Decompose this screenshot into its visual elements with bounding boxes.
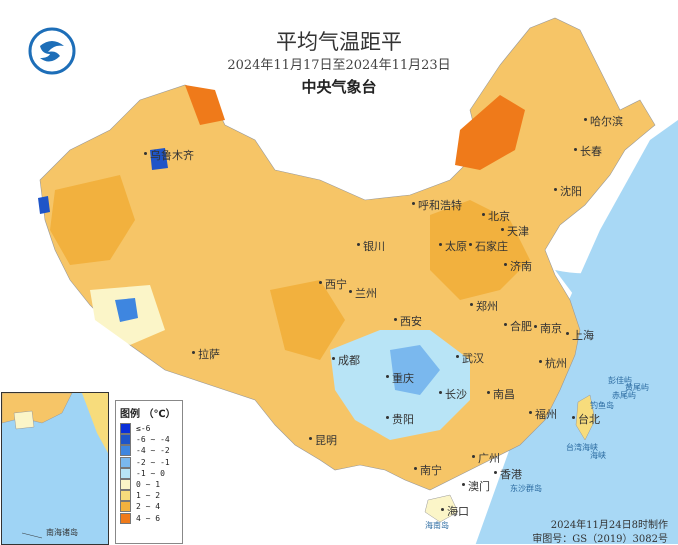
legend-label: ≤-6: [136, 424, 151, 434]
city-label: 澳门: [462, 480, 490, 493]
legend-label: 1 ~ 2: [136, 491, 161, 501]
city-label: 昆明: [309, 434, 337, 447]
city-label: 郑州: [470, 300, 498, 313]
city-label: 重庆: [386, 372, 414, 385]
legend-swatch: [120, 434, 131, 446]
sea-area-yellow: [555, 240, 678, 330]
legend-label: -4 ~ -2: [136, 446, 170, 456]
legend-swatch: [120, 445, 131, 457]
city-label: 海口: [441, 505, 469, 518]
warm-zone-northwest: [185, 85, 225, 125]
sea-label: 钓鱼岛: [590, 401, 614, 410]
legend-row: -6 ~ -4: [120, 434, 182, 446]
legend-swatch: [120, 456, 131, 468]
legend-swatch: [120, 512, 131, 524]
legend-row: 0 ~ 1: [120, 479, 182, 491]
agency-name: 中央气象台: [301, 78, 377, 96]
map-title: 平均气温距平: [276, 30, 402, 54]
inset-map: [2, 393, 108, 539]
city-label: 西安: [394, 315, 422, 328]
cool-zone-core: [390, 345, 440, 395]
legend-swatch: [120, 479, 131, 491]
city-label: 上海: [566, 329, 594, 342]
sea-label: 台湾海峡: [566, 443, 598, 452]
city-label: 福州: [529, 408, 557, 421]
approval-number: 审图号：GS（2019）3082号: [532, 534, 668, 545]
city-label: 银川: [357, 240, 385, 253]
legend-row: -2 ~ -1: [120, 456, 182, 468]
city-label: 南京: [534, 322, 562, 335]
city-label: 香港: [494, 468, 522, 481]
legend-title: 图例 （℃）: [120, 409, 176, 420]
city-label: 呼和浩特: [412, 199, 462, 212]
city-label: 乌鲁木齐: [144, 149, 194, 162]
taiwan-island: [575, 394, 596, 441]
sea-label: 海峡: [590, 451, 606, 460]
legend-label: 2 ~ 4: [136, 502, 161, 512]
legend-label: -6 ~ -4: [136, 435, 170, 445]
city-label: 太原: [439, 240, 467, 253]
warm-zone-tibet: [270, 280, 345, 360]
legend-row: 1 ~ 2: [120, 490, 182, 502]
city-label: 广州: [472, 452, 500, 465]
city-label: 长春: [574, 145, 602, 158]
city-label: 天津: [501, 225, 529, 238]
legend-row: ≤-6: [120, 423, 182, 435]
south-china-sea-inset: 南海诸岛: [1, 392, 109, 545]
city-label: 沈阳: [554, 185, 582, 198]
legend-swatch: [120, 467, 131, 479]
city-label: 济南: [504, 260, 532, 273]
sea-label: 黄尾屿: [625, 383, 649, 392]
legend-label: 0 ~ 1: [136, 480, 161, 490]
sea-label: 海南岛: [425, 521, 449, 530]
cold-spot-west: [38, 196, 50, 214]
city-label: 贵阳: [386, 413, 414, 426]
legend-swatch: [120, 501, 131, 513]
made-date: 2024年11月24日8时制作: [550, 520, 668, 531]
legend-label: -1 ~ 0: [136, 468, 165, 478]
inset-label: 南海诸岛: [46, 528, 78, 537]
city-label: 哈尔滨: [584, 115, 623, 128]
city-label: 北京: [482, 210, 510, 223]
city-label: 西宁: [319, 278, 347, 291]
city-label: 兰州: [349, 287, 377, 300]
sea-label: 赤尾屿: [612, 391, 636, 400]
legend-swatch: [120, 490, 131, 502]
city-label: 合肥: [504, 320, 532, 333]
warm-zone-north: [430, 200, 530, 300]
cold-spot-urumqi: [150, 148, 168, 170]
legend-row: -1 ~ 0: [120, 467, 182, 479]
city-label: 长沙: [439, 388, 467, 401]
city-label: 南昌: [487, 388, 515, 401]
city-label: 石家庄: [469, 240, 508, 253]
city-label: 南宁: [414, 464, 442, 477]
cold-spot-tibet: [115, 298, 138, 322]
warm-zone-west: [50, 175, 135, 265]
sea-label: 彭佳屿: [608, 376, 632, 385]
city-label: 成都: [332, 354, 360, 367]
legend-row: 2 ~ 4: [120, 501, 182, 513]
legend-row: 4 ~ 6: [120, 512, 182, 524]
city-label: 武汉: [456, 352, 484, 365]
legend-label: 4 ~ 6: [136, 513, 161, 523]
legend: 图例 （℃） ≤-6 -6 ~ -4 -4 ~ -2 -2 ~ -1 -1 ~ 0 0 ~…: [115, 400, 183, 544]
sea-label: 东沙群岛: [510, 484, 542, 493]
warm-zone-northeast: [455, 95, 525, 170]
cma-logo: [28, 27, 76, 75]
legend-swatch: [120, 423, 131, 435]
city-label: 拉萨: [192, 348, 220, 361]
date-range: 2024年11月17日至2024年11月23日: [227, 58, 451, 73]
legend-label: -2 ~ -1: [136, 457, 170, 467]
legend-row: -4 ~ -2: [120, 445, 182, 457]
city-label: 杭州: [539, 357, 567, 370]
city-label: 台北: [572, 413, 600, 426]
